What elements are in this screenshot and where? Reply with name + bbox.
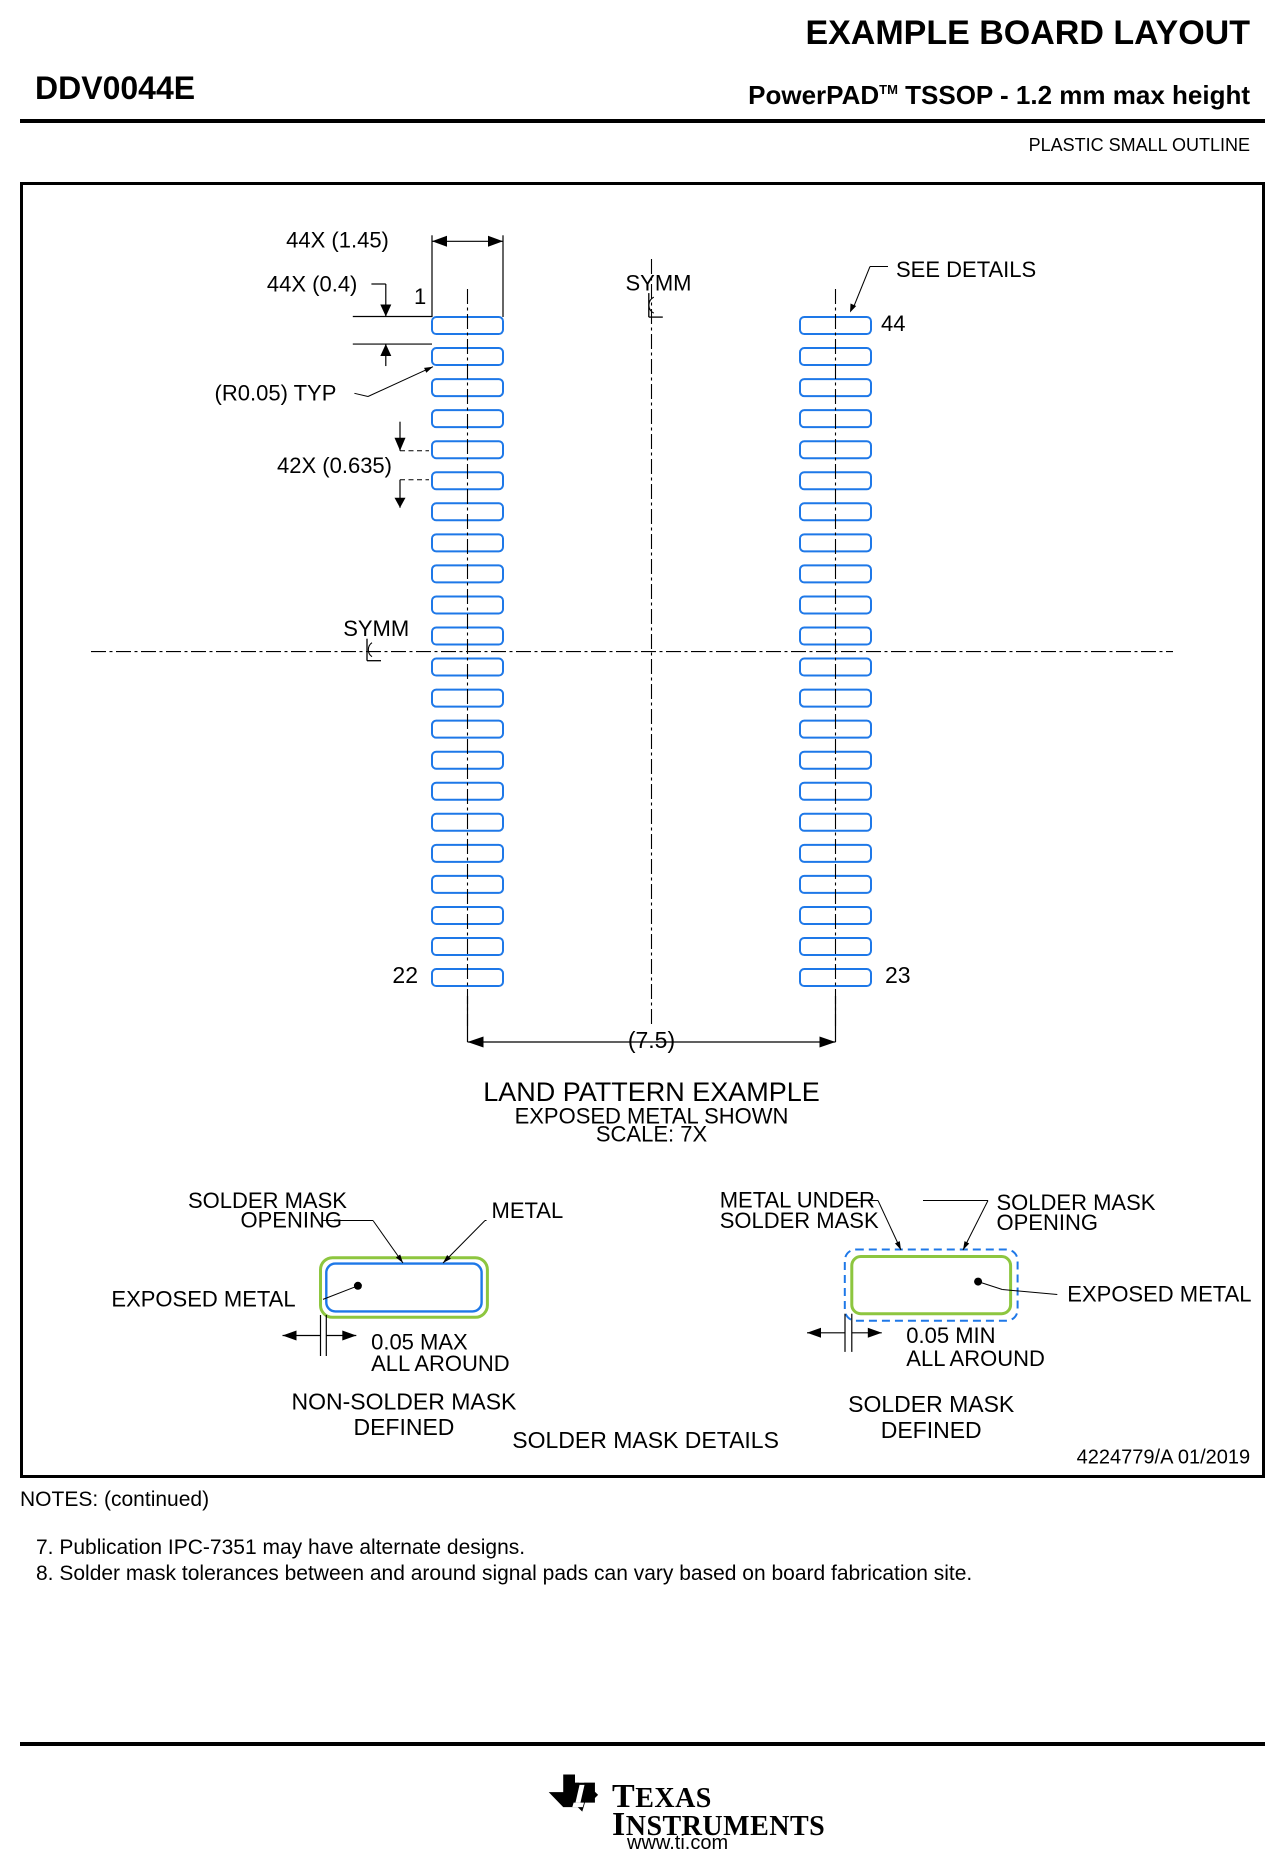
- svg-text:0.05 MIN: 0.05 MIN: [906, 1323, 995, 1348]
- svg-text:44X (0.4): 44X (0.4): [267, 271, 358, 296]
- svg-text:NON-SOLDER MASK: NON-SOLDER MASK: [291, 1388, 517, 1414]
- svg-text:DEFINED: DEFINED: [353, 1414, 454, 1440]
- svg-text:22: 22: [392, 962, 418, 988]
- svg-text:(7.5): (7.5): [628, 1027, 675, 1053]
- svg-text:SEE DETAILS: SEE DETAILS: [896, 257, 1036, 282]
- svg-text:EXPOSED METAL: EXPOSED METAL: [1067, 1282, 1251, 1307]
- svg-text:(R0.05) TYP: (R0.05) TYP: [215, 380, 337, 405]
- svg-text:42X (0.635): 42X (0.635): [277, 453, 392, 478]
- svg-text:OPENING: OPENING: [997, 1210, 1098, 1235]
- svg-text:SYMM: SYMM: [343, 616, 409, 641]
- svg-text:1: 1: [414, 284, 426, 309]
- svg-text:SOLDER MASK DETAILS: SOLDER MASK DETAILS: [512, 1427, 779, 1453]
- svg-text:LAND PATTERN EXAMPLE: LAND PATTERN EXAMPLE: [483, 1077, 820, 1107]
- svg-text:SCALE: 7X: SCALE: 7X: [596, 1122, 708, 1147]
- svg-text:23: 23: [885, 962, 911, 988]
- svg-text:EXPOSED METAL: EXPOSED METAL: [111, 1286, 295, 1311]
- svg-text:44: 44: [881, 311, 905, 336]
- svg-text:4224779/A 01/2019: 4224779/A 01/2019: [1077, 1447, 1251, 1469]
- svg-text:ALL AROUND: ALL AROUND: [371, 1351, 510, 1376]
- svg-text:DEFINED: DEFINED: [881, 1417, 982, 1443]
- svg-text:SYMM: SYMM: [626, 270, 692, 295]
- svg-text:METAL: METAL: [492, 1198, 564, 1223]
- svg-text:44X (1.45): 44X (1.45): [286, 228, 389, 253]
- svg-text:SOLDER MASK: SOLDER MASK: [720, 1208, 879, 1233]
- svg-text:ALL AROUND: ALL AROUND: [906, 1346, 1045, 1371]
- svg-text:SOLDER MASK: SOLDER MASK: [848, 1391, 1015, 1417]
